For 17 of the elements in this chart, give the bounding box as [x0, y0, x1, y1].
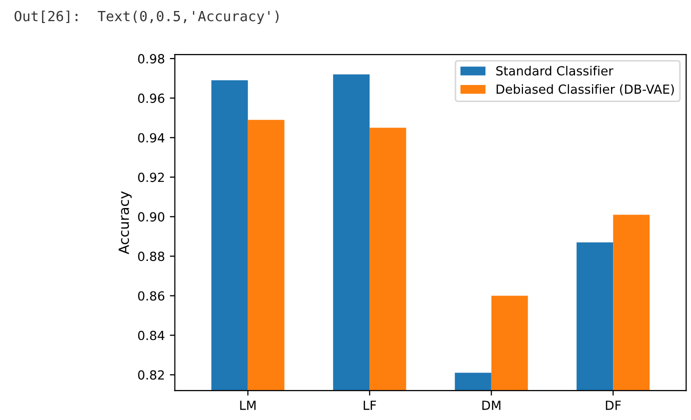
y-tick-label: 0.92 [138, 172, 164, 182]
legend-label: Debiased Classifier (DB-VAE) [496, 84, 674, 96]
y-tick-label: 0.88 [138, 252, 164, 262]
y-tick-label: 0.90 [138, 212, 164, 222]
x-tick-label: DF [606, 400, 621, 410]
y-axis-title: Accuracy [118, 191, 132, 254]
x-tick-label: DM [482, 400, 500, 410]
text: Out[26]: Text(0,0.5,'Accuracy') [14, 10, 279, 24]
y-tick-label: 0.96 [138, 94, 164, 104]
y-tick-label: 0.86 [138, 291, 164, 301]
y-tick-label: 0.94 [138, 133, 164, 143]
y-tick-label: 0.82 [138, 370, 164, 380]
y-tick-label: 0.84 [138, 330, 164, 340]
x-tick-label: LF [364, 400, 376, 410]
x-tick-label: LM [240, 400, 256, 410]
y-tick-label: 0.98 [138, 54, 164, 64]
legend-label: Standard Classifier [496, 66, 614, 76]
